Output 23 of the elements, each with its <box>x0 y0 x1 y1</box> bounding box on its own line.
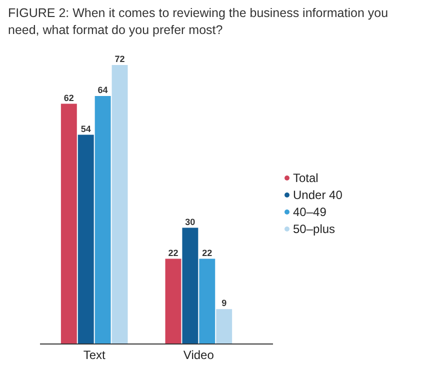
data-label: 62 <box>64 92 74 103</box>
chart-title: FIGURE 2: When it comes to reviewing the business information you need, what format do you prefer most? <box>8 6 388 37</box>
data-label: 22 <box>202 248 212 258</box>
bar <box>94 96 111 344</box>
legend-label: Total <box>293 171 318 185</box>
data-label: 22 <box>168 248 178 258</box>
bar <box>216 309 232 344</box>
data-label: 9 <box>222 298 227 308</box>
bar <box>78 134 94 344</box>
x-tick-label: Video <box>183 348 214 362</box>
data-label: 30 <box>185 216 196 227</box>
data-label: 64 <box>98 85 108 95</box>
legend-label: 50–plus <box>293 222 336 236</box>
legend-label: Under 40 <box>293 188 343 202</box>
legend-label: 40–49 <box>293 205 327 219</box>
data-label: 54 <box>80 124 91 134</box>
data-label: 72 <box>114 54 125 64</box>
bar <box>112 65 128 344</box>
bar <box>60 104 77 344</box>
bar <box>182 228 198 344</box>
bar <box>165 258 182 344</box>
bar <box>199 258 216 344</box>
x-tick-label: Text <box>83 348 106 362</box>
